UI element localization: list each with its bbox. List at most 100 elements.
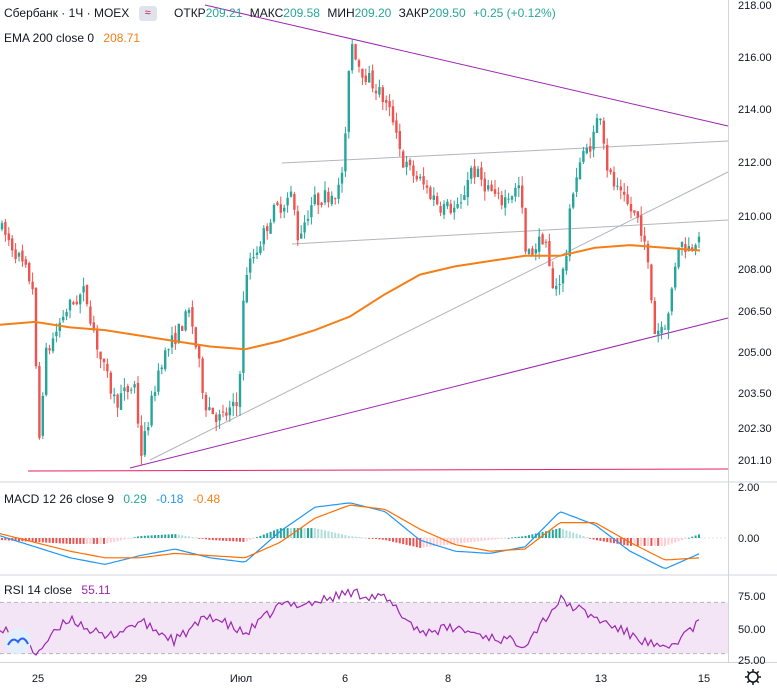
candle <box>136 375 140 428</box>
candle-body <box>585 147 588 154</box>
macd-hist-bar <box>211 538 214 541</box>
legend-macd[interactable]: MACD 12 26 close 9 0.29 -0.18 -0.48 <box>4 492 220 506</box>
macd-hist-bar <box>371 538 374 539</box>
macd-hist-bar <box>72 538 75 544</box>
candle <box>89 300 92 326</box>
candle-body <box>408 159 412 166</box>
macd-hist-bar <box>664 538 666 546</box>
candle <box>300 225 303 240</box>
candle-body <box>79 294 82 305</box>
macd-hist-bar <box>222 538 224 541</box>
candle-body <box>524 208 527 252</box>
candle <box>650 263 653 304</box>
candle-body <box>388 101 391 108</box>
candle <box>626 185 629 206</box>
candle-body <box>466 180 469 198</box>
ema-line <box>0 244 701 351</box>
candle-body <box>368 72 371 83</box>
candle <box>623 183 626 202</box>
macd-signal-value: -0.48 <box>192 492 221 506</box>
candle-body <box>555 285 558 290</box>
candle-body <box>463 194 466 200</box>
candle-body <box>565 256 568 271</box>
macd-hist-bar <box>558 528 561 538</box>
candle-body <box>691 247 694 250</box>
macd-hist-bar <box>218 538 221 541</box>
candle <box>405 155 408 176</box>
macd-hist-bar <box>310 528 313 538</box>
settings-gear-icon[interactable] <box>745 669 761 685</box>
candle-body <box>140 425 143 456</box>
candle-body <box>446 201 449 207</box>
candle-body <box>208 407 211 410</box>
candle-body <box>330 195 333 205</box>
y-tick-label: 205.00 <box>738 347 772 359</box>
interval-label[interactable]: 1Ч <box>68 6 84 20</box>
candle <box>235 392 238 416</box>
macd-hist-bar <box>286 528 289 538</box>
macd-y-tick-label: 0.00 <box>738 533 759 545</box>
macd-hist-bar <box>412 538 415 547</box>
candle-body <box>599 118 602 121</box>
macd-hist-bar <box>681 538 683 541</box>
candle <box>160 364 163 375</box>
candle <box>439 201 442 217</box>
candle <box>422 167 425 190</box>
candle-body <box>592 131 595 150</box>
candle-body <box>82 286 85 293</box>
legend-rsi[interactable]: RSI 14 close 55.11 <box>4 583 111 597</box>
candle <box>466 171 469 206</box>
candle-body <box>296 211 299 241</box>
candle <box>286 192 289 213</box>
macd-hist-bar <box>538 532 541 538</box>
open-label: ОТКР <box>174 6 206 20</box>
candle-body <box>75 301 78 305</box>
macd-hist-bar <box>334 532 337 538</box>
candle <box>289 185 293 198</box>
candle-body <box>680 241 684 247</box>
macd-hist-bar <box>75 538 78 544</box>
legend-ema[interactable]: EMA 200 close 0 208.71 <box>4 31 140 45</box>
candle <box>194 326 197 350</box>
gear-tooth <box>756 680 760 684</box>
candle-body <box>480 167 483 180</box>
candle <box>106 358 109 378</box>
symbol-name[interactable]: Сбербанк <box>4 6 58 20</box>
candle <box>266 223 269 240</box>
candle-body <box>575 177 578 192</box>
candle <box>381 84 384 111</box>
macd-hist-bar <box>113 538 116 542</box>
macd-hist-bar <box>361 537 364 539</box>
candle-body <box>643 235 646 242</box>
macd-hist-bar <box>184 535 187 538</box>
candle <box>582 146 585 165</box>
candle-body <box>147 427 150 431</box>
candle-body <box>459 202 463 204</box>
rsi-label: RSI 14 close <box>4 583 73 597</box>
candle-body <box>419 176 422 179</box>
candle-body <box>293 194 296 210</box>
candle <box>48 344 51 355</box>
candle <box>58 317 61 338</box>
macd-hist-bar <box>130 538 133 539</box>
candle <box>436 192 439 206</box>
compare-icon[interactable]: ≈ <box>138 6 157 22</box>
candle-body <box>4 221 7 235</box>
macd-hist-bar <box>79 538 82 544</box>
macd-hist-bar <box>65 538 68 544</box>
macd-hist-bar <box>449 538 452 545</box>
candle-body <box>660 326 663 334</box>
candle <box>31 272 34 295</box>
candle-body <box>667 313 670 330</box>
candle-body <box>232 401 235 407</box>
candle-body <box>476 168 480 178</box>
candle-body <box>96 328 99 350</box>
candle-body <box>167 349 170 351</box>
candle-body <box>204 394 208 411</box>
candle <box>11 235 14 258</box>
macd-hist-bar <box>89 538 92 544</box>
macd-hist-bar <box>650 538 653 546</box>
candle <box>17 251 21 262</box>
candle <box>62 310 65 323</box>
candle <box>395 112 398 139</box>
